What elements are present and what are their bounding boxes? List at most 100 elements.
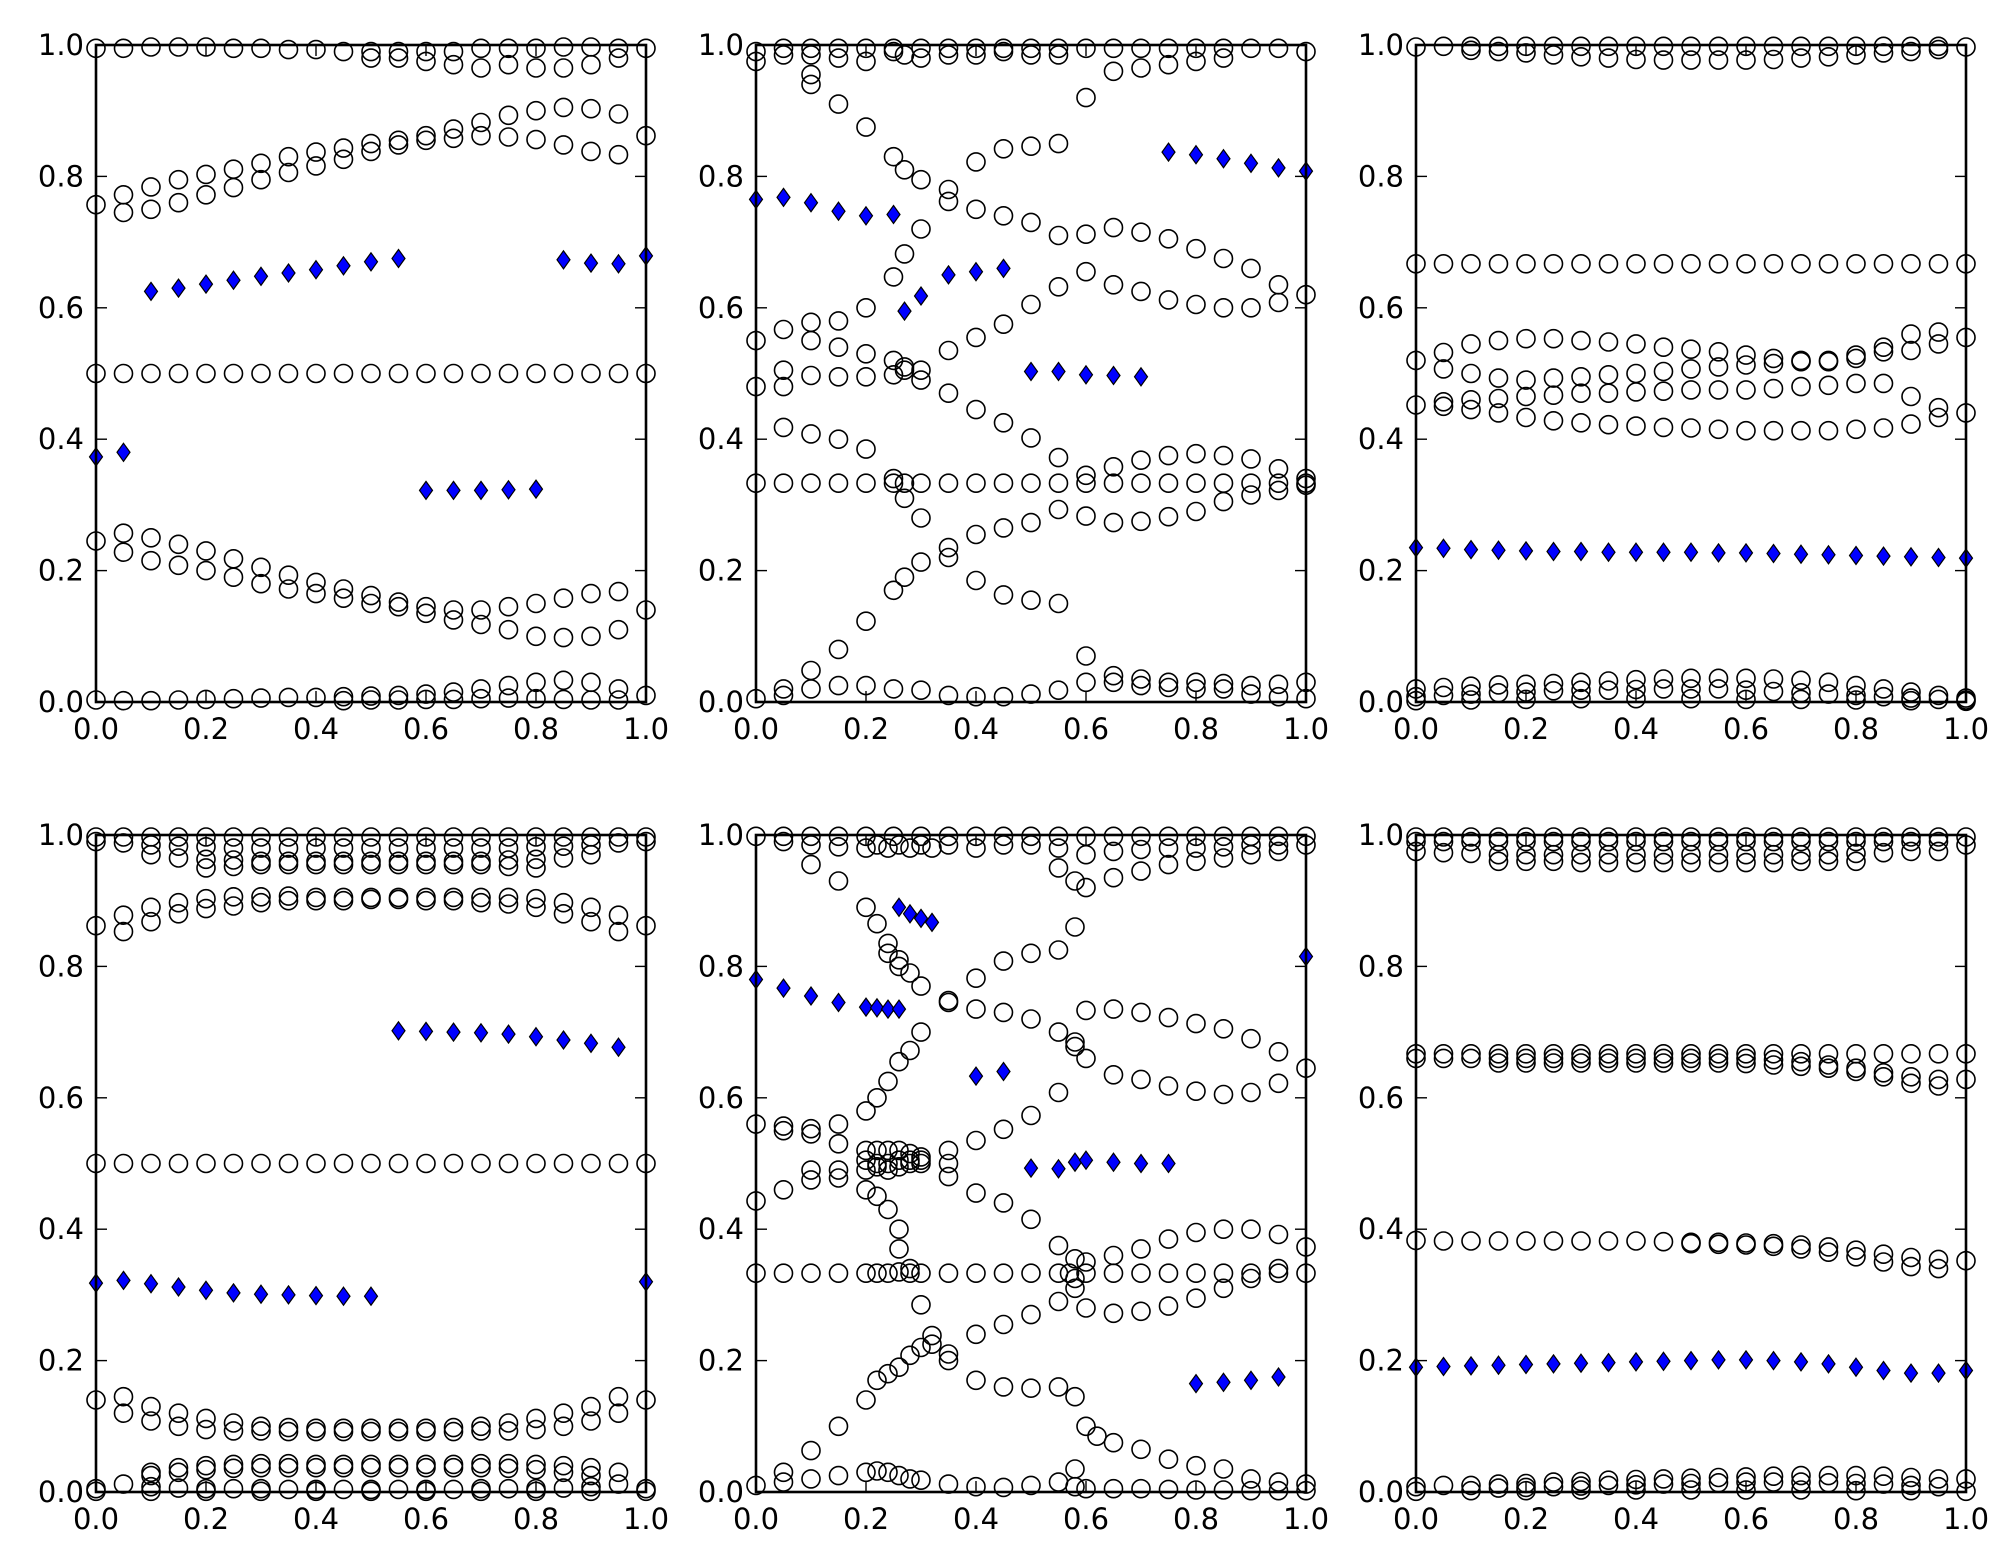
data-point-circle [1763, 1055, 1784, 1075]
data-point-diamond [253, 266, 269, 287]
data-point-circle [900, 1258, 920, 1279]
data-point-diamond [583, 1033, 599, 1054]
data-point-circle [1186, 38, 1206, 59]
data-point-circle [1543, 410, 1564, 431]
data-point-circle [867, 1088, 887, 1108]
data-point-circle [471, 363, 491, 384]
data-point-circle [223, 159, 244, 179]
data-point-circle [1873, 679, 1894, 699]
data-point-diamond [1766, 543, 1781, 564]
data-point-circle [113, 363, 134, 384]
data-point-circle [856, 439, 876, 459]
data-point-circle [498, 894, 519, 914]
data-point-circle [223, 886, 244, 907]
data-point-circle [1571, 366, 1591, 387]
data-point-circle [278, 579, 299, 599]
data-point-circle [1763, 827, 1784, 847]
data-point-diamond [171, 1276, 186, 1298]
data-point-diamond [1078, 364, 1094, 385]
data-point-circle [1158, 1076, 1179, 1096]
data-point-circle [1598, 364, 1619, 385]
data-point-circle [1763, 1466, 1784, 1486]
data-point-circle [1048, 1291, 1069, 1312]
data-point-circle [1488, 831, 1509, 852]
data-point-circle [1158, 672, 1179, 693]
data-point-circle [1571, 1471, 1591, 1492]
data-point-circle [938, 1344, 959, 1364]
data-point-circle [1791, 48, 1811, 68]
data-point-circle [867, 1370, 887, 1391]
y-tick-label: 0.0 [38, 1475, 84, 1509]
data-point-circle [922, 1334, 942, 1354]
x-tick-label: 0.6 [1063, 712, 1109, 746]
data-point-circle [1488, 682, 1509, 703]
data-point-circle [1488, 1053, 1509, 1073]
data-point-circle [526, 38, 546, 59]
data-point-circle [889, 1239, 909, 1259]
data-point-diamond [1876, 546, 1891, 567]
data-point-circle [966, 399, 986, 420]
axes-frame [1414, 43, 1968, 704]
data-point-circle [1791, 1480, 1811, 1500]
data-point-circle [1213, 491, 1234, 512]
data-point-circle [922, 1325, 942, 1346]
data-point-circle [443, 1457, 464, 1478]
data-point-circle [333, 1457, 354, 1478]
axes-frame [1414, 833, 1968, 1494]
data-point-circle [1433, 1048, 1454, 1069]
data-point-circle [498, 827, 519, 847]
data-point-circle [251, 688, 271, 708]
data-point-circle [1488, 403, 1509, 423]
data-point-circle [526, 1454, 546, 1475]
data-point-circle [1791, 831, 1811, 852]
data-point-circle [1488, 368, 1509, 388]
data-point-circle [1653, 1469, 1674, 1489]
data-point-circle [801, 1160, 821, 1180]
data-point-circle [883, 364, 904, 385]
data-point-circle [333, 588, 354, 609]
data-point-diamond [1216, 148, 1231, 169]
data-point-circle [1048, 133, 1069, 154]
data-point-diamond [880, 999, 896, 1020]
data-point-circle [471, 827, 491, 847]
data-point-circle [141, 1411, 161, 1431]
data-point-diamond [1793, 1351, 1809, 1372]
y-tick-label: 1.0 [698, 28, 744, 62]
data-point-circle [553, 836, 574, 857]
data-point-circle [1213, 1084, 1234, 1105]
data-point-circle [1901, 831, 1921, 852]
data-point-circle [168, 848, 189, 868]
data-point-circle [278, 39, 299, 60]
data-point-circle [1131, 281, 1151, 302]
data-point-circle [773, 685, 794, 706]
data-point-circle [883, 473, 904, 494]
data-point-circle [911, 976, 931, 996]
data-point-circle [553, 1416, 574, 1437]
data-point-circle [1846, 685, 1866, 706]
data-point-circle [1818, 672, 1839, 693]
data-point-circle [938, 383, 959, 404]
data-point-circle [196, 1153, 216, 1174]
data-point-circle [1571, 1048, 1591, 1069]
x-tick-label: 0.4 [1613, 712, 1659, 746]
data-point-circle [1873, 337, 1894, 358]
data-point-circle [1653, 827, 1674, 847]
data-point-circle [773, 417, 794, 438]
data-point-circle [1213, 1480, 1234, 1500]
data-point-circle [993, 686, 1014, 707]
data-point-circle [1488, 388, 1509, 409]
data-point-circle [1048, 225, 1069, 246]
data-point-circle [938, 1263, 959, 1283]
y-tick-label: 0.8 [1358, 949, 1404, 983]
data-point-circle [1048, 1235, 1069, 1256]
data-point-circle [1213, 1219, 1234, 1239]
data-point-circle [1626, 669, 1646, 690]
data-point-circle [168, 827, 189, 847]
data-point-circle [889, 1150, 909, 1170]
data-point-circle [773, 319, 794, 340]
data-point-diamond [1133, 1153, 1149, 1174]
data-point-circle [471, 1153, 491, 1174]
data-point-circle [581, 54, 601, 75]
data-point-circle [196, 363, 216, 384]
x-tick-label: 0.0 [1393, 712, 1439, 746]
